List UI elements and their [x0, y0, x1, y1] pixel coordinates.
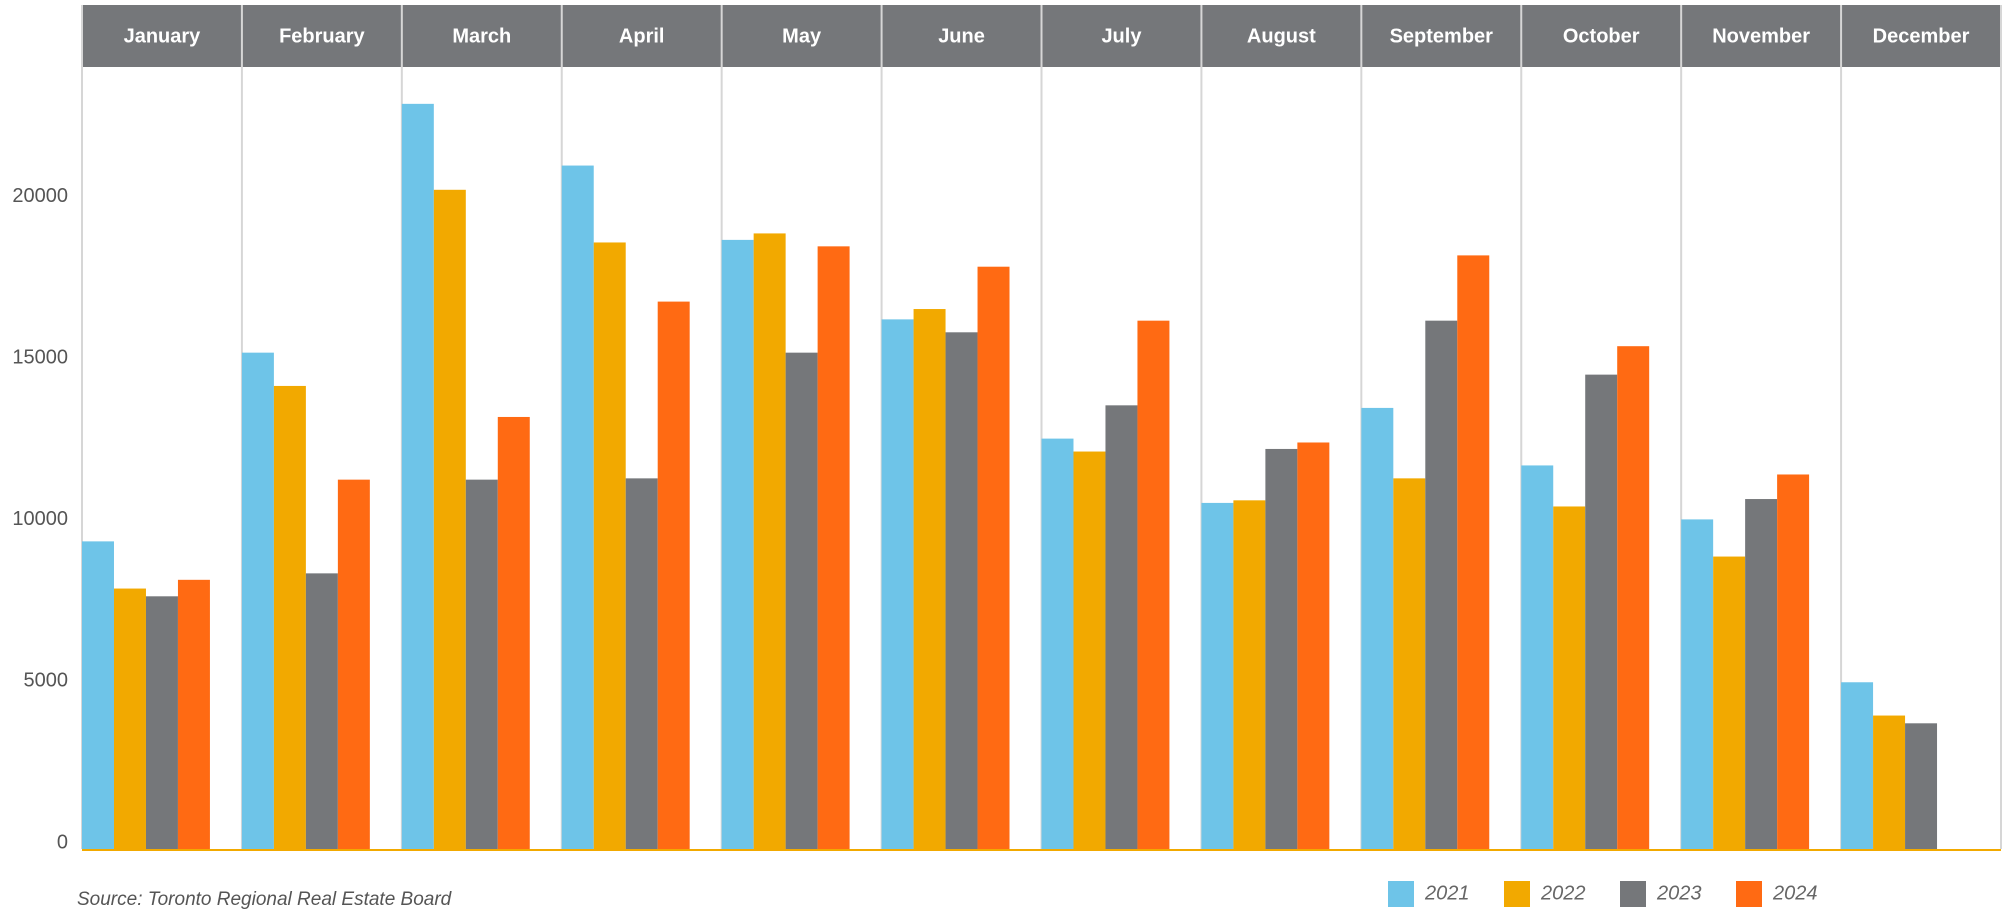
- bar: [625, 478, 658, 849]
- legend-swatch: [1620, 881, 1646, 907]
- bar: [1617, 346, 1650, 849]
- bar: [977, 266, 1010, 850]
- month-header: November: [1712, 25, 1810, 47]
- bar: [1905, 723, 1938, 849]
- month-header: October: [1563, 25, 1640, 47]
- month-header: September: [1390, 25, 1494, 47]
- y-tick-label: 15000: [12, 347, 68, 369]
- bar: [273, 385, 306, 849]
- month-header: April: [619, 25, 665, 47]
- bar: [1841, 682, 1874, 849]
- legend-label: 2021: [1424, 882, 1470, 904]
- bar: [1041, 438, 1074, 849]
- bar: [465, 479, 498, 849]
- bar: [241, 352, 274, 849]
- month-header: July: [1101, 25, 1142, 47]
- legend-swatch: [1736, 881, 1762, 907]
- bar: [1585, 374, 1618, 849]
- legend-label: 2023: [1656, 882, 1702, 904]
- bar: [1233, 500, 1266, 849]
- legend-swatch: [1388, 881, 1414, 907]
- month-header: June: [938, 25, 985, 47]
- bar: [1713, 556, 1746, 849]
- legend-swatch: [1504, 881, 1530, 907]
- bar: [1521, 465, 1554, 849]
- y-tick-label: 20000: [12, 185, 68, 207]
- bar: [593, 242, 626, 850]
- bar: [1105, 405, 1138, 849]
- bar: [1745, 499, 1778, 849]
- month-header: December: [1873, 25, 1970, 47]
- bar: [1873, 715, 1906, 849]
- month-header: May: [782, 25, 822, 47]
- bar: [1393, 478, 1426, 849]
- legend-label: 2024: [1772, 882, 1818, 904]
- bar: [721, 239, 754, 849]
- legend-label: 2022: [1540, 882, 1586, 904]
- bar: [82, 541, 114, 849]
- bar: [1073, 451, 1106, 849]
- bar: [113, 588, 146, 849]
- bar: [1553, 506, 1586, 849]
- bar: [401, 103, 434, 849]
- bar: [1425, 320, 1458, 849]
- bar: [1457, 255, 1490, 849]
- bar: [177, 579, 210, 849]
- bar: [1681, 519, 1714, 849]
- month-header: August: [1247, 25, 1316, 47]
- bar: [1265, 448, 1298, 849]
- bar: [305, 573, 338, 849]
- month-header: March: [452, 25, 511, 47]
- bar: [1361, 407, 1394, 849]
- bar: [1201, 502, 1234, 849]
- bar: [145, 596, 178, 849]
- bar: [785, 352, 818, 849]
- y-tick-label: 5000: [24, 670, 69, 692]
- bar: [561, 165, 594, 849]
- month-header: January: [124, 25, 202, 47]
- bar: [945, 332, 978, 849]
- bar: [433, 189, 466, 849]
- month-header: February: [279, 25, 365, 47]
- source-note: Source: Toronto Regional Real Estate Boa…: [77, 889, 453, 909]
- bar: [1297, 442, 1330, 849]
- y-tick-label: 10000: [12, 508, 68, 530]
- bar: [881, 319, 914, 849]
- bar: [913, 309, 946, 849]
- bar: [1777, 474, 1810, 849]
- bar: [337, 479, 370, 849]
- bar: [657, 301, 690, 850]
- bar: [753, 233, 786, 849]
- bar: [1137, 320, 1170, 849]
- bar: [497, 416, 530, 849]
- bar: [817, 246, 850, 850]
- y-tick-label: 0: [57, 831, 68, 853]
